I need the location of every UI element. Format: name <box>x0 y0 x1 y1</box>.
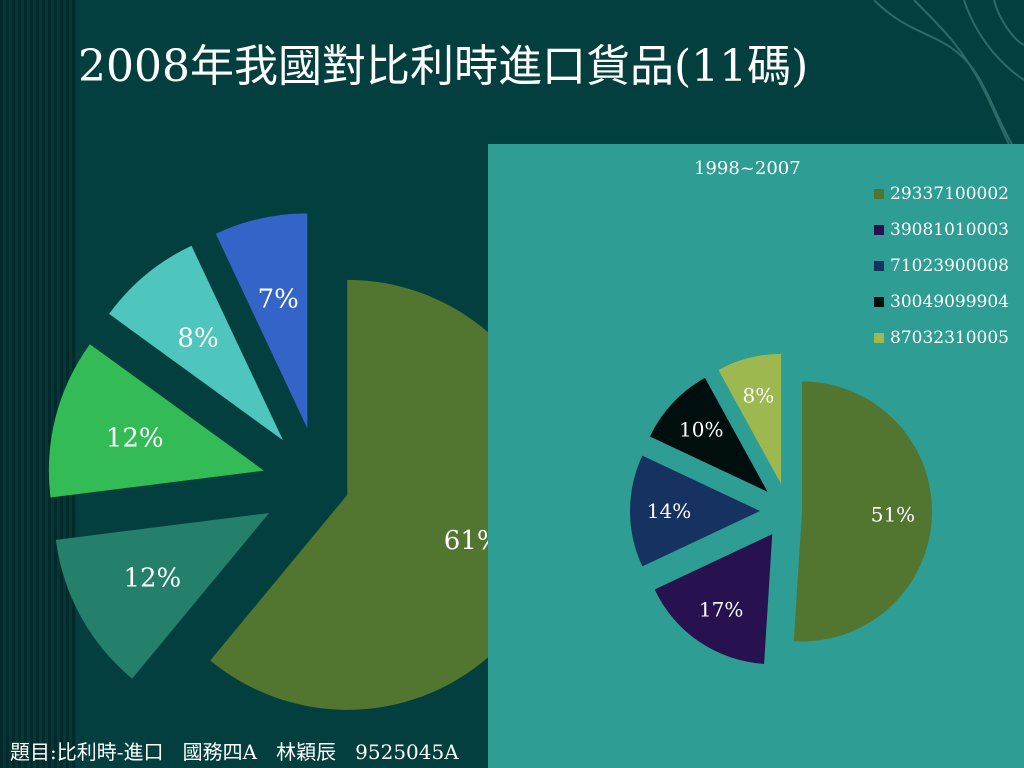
pie-slice <box>654 534 773 664</box>
legend-swatch <box>874 333 884 343</box>
pie-slice <box>718 353 782 484</box>
legend-label: 39081010003 <box>890 220 1009 240</box>
left-stripe-decoration <box>0 0 76 768</box>
legend-label: 29337100002 <box>890 184 1009 204</box>
pie-slice <box>48 344 264 498</box>
footer-caption: 題目:比利時-進口 國務四A 林穎辰 9525045A <box>10 740 459 764</box>
pie-slice <box>649 377 768 492</box>
slice-label: 17% <box>699 597 743 621</box>
pie-slice <box>55 512 270 679</box>
slide-title: 2008年我國對比利時進口貨品(11碼) <box>78 41 809 92</box>
legend-item: 71023900008 <box>874 248 1009 284</box>
slice-label: 8% <box>177 324 218 354</box>
pie-slice <box>210 279 563 710</box>
slice-label: 7% <box>258 284 299 314</box>
slice-label: 10% <box>679 418 723 442</box>
pie-slice <box>630 455 760 567</box>
legend-item: 30049099904 <box>874 284 1009 320</box>
comparison-panel: 1998~2007 51% 17% 14% 10% 8% 29337100002 390… <box>488 144 1024 768</box>
legend-label: 87032310005 <box>890 328 1009 348</box>
legend-swatch <box>874 189 884 199</box>
legend: 29337100002 39081010003 71023900008 3004… <box>874 176 1009 356</box>
slice-label: 8% <box>743 384 775 408</box>
legend-swatch <box>874 225 884 235</box>
legend-label: 71023900008 <box>890 256 1009 276</box>
slice-label: 51% <box>871 502 915 526</box>
pie-chart-1998-2007: 51% 17% 14% 10% 8% <box>630 353 932 664</box>
legend-swatch <box>874 261 884 271</box>
pie-slice <box>109 245 284 441</box>
legend-item: 29337100002 <box>874 176 1009 212</box>
panel-subtitle: 1998~2007 <box>694 158 801 179</box>
legend-item: 39081010003 <box>874 212 1009 248</box>
slice-label: 12% <box>106 424 164 454</box>
legend-swatch <box>874 297 884 307</box>
slice-label: 12% <box>123 563 181 593</box>
legend-item: 87032310005 <box>874 320 1009 356</box>
pie-slice <box>215 213 308 429</box>
pie-slice <box>793 381 932 642</box>
legend-label: 30049099904 <box>890 292 1009 312</box>
slice-label: 14% <box>647 499 691 523</box>
